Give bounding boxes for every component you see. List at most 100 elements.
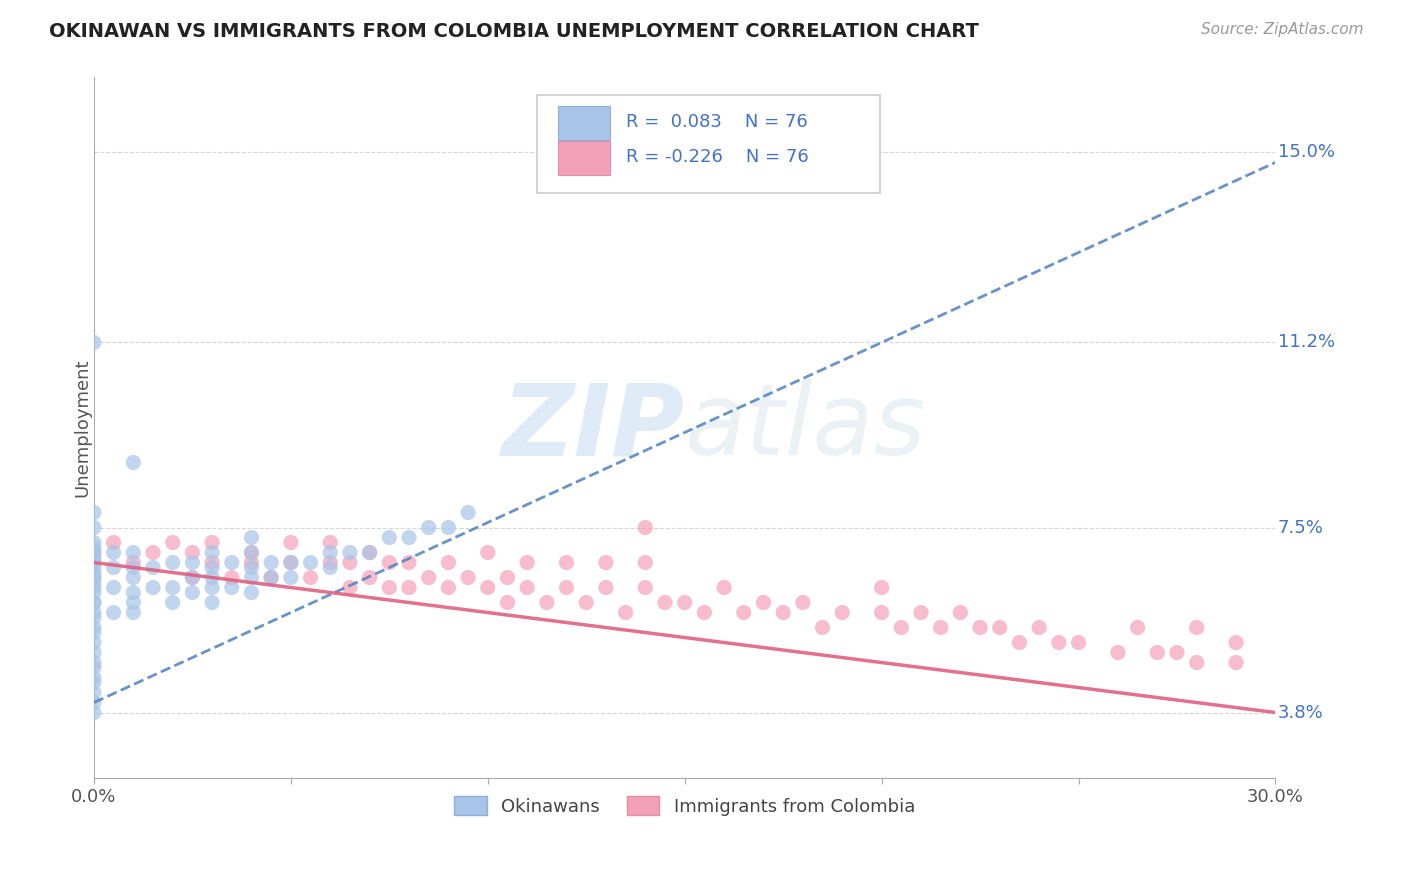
Point bbox=[457, 506, 479, 520]
Point bbox=[890, 621, 912, 635]
Point bbox=[122, 456, 145, 470]
Point bbox=[83, 535, 105, 549]
Point bbox=[201, 560, 224, 574]
Point bbox=[595, 556, 617, 570]
Point bbox=[359, 545, 381, 559]
Point bbox=[122, 585, 145, 599]
Text: R =  0.083    N = 76: R = 0.083 N = 76 bbox=[626, 113, 807, 131]
Point bbox=[83, 570, 105, 584]
Point bbox=[555, 556, 578, 570]
Point bbox=[457, 570, 479, 584]
Point bbox=[83, 560, 105, 574]
Point bbox=[83, 545, 105, 559]
Point bbox=[437, 520, 460, 534]
Point bbox=[378, 556, 401, 570]
Point bbox=[181, 585, 204, 599]
Point bbox=[870, 606, 893, 620]
Point bbox=[437, 581, 460, 595]
Point bbox=[83, 706, 105, 720]
Point bbox=[752, 595, 775, 609]
Point bbox=[201, 595, 224, 609]
Point bbox=[280, 556, 302, 570]
Point bbox=[575, 595, 598, 609]
Point bbox=[83, 550, 105, 565]
Point bbox=[1067, 635, 1090, 649]
Point bbox=[103, 560, 125, 574]
Point bbox=[83, 556, 105, 570]
Point bbox=[437, 556, 460, 570]
Point bbox=[418, 520, 440, 534]
Point bbox=[988, 621, 1011, 635]
FancyBboxPatch shape bbox=[558, 106, 610, 140]
Point bbox=[260, 570, 283, 584]
Point bbox=[614, 606, 637, 620]
Point bbox=[83, 625, 105, 640]
Point bbox=[103, 535, 125, 549]
Point bbox=[240, 545, 263, 559]
Point bbox=[83, 606, 105, 620]
Point bbox=[201, 581, 224, 595]
Text: ZIP: ZIP bbox=[502, 379, 685, 476]
Text: R = -0.226    N = 76: R = -0.226 N = 76 bbox=[626, 148, 808, 166]
FancyBboxPatch shape bbox=[537, 95, 880, 193]
Point bbox=[713, 581, 735, 595]
Point bbox=[910, 606, 932, 620]
Point bbox=[83, 685, 105, 699]
Point bbox=[83, 660, 105, 674]
Point bbox=[339, 581, 361, 595]
Point bbox=[299, 570, 322, 584]
Point bbox=[240, 556, 263, 570]
Point bbox=[83, 696, 105, 710]
Point bbox=[240, 531, 263, 545]
Point bbox=[811, 621, 834, 635]
Point bbox=[122, 606, 145, 620]
Point bbox=[83, 656, 105, 670]
Point bbox=[536, 595, 558, 609]
Point bbox=[319, 545, 342, 559]
Point bbox=[122, 595, 145, 609]
Point bbox=[398, 531, 420, 545]
Legend: Okinawans, Immigrants from Colombia: Okinawans, Immigrants from Colombia bbox=[446, 787, 924, 824]
Point bbox=[240, 560, 263, 574]
Point bbox=[201, 570, 224, 584]
Point bbox=[280, 570, 302, 584]
Point bbox=[83, 520, 105, 534]
Point bbox=[83, 575, 105, 590]
Text: atlas: atlas bbox=[685, 379, 927, 476]
Point bbox=[122, 560, 145, 574]
Point bbox=[181, 556, 204, 570]
Point bbox=[83, 506, 105, 520]
Point bbox=[673, 595, 696, 609]
Point bbox=[240, 570, 263, 584]
Point bbox=[949, 606, 972, 620]
Point bbox=[1185, 656, 1208, 670]
Y-axis label: Unemployment: Unemployment bbox=[75, 359, 91, 497]
Point bbox=[359, 545, 381, 559]
Point bbox=[280, 535, 302, 549]
Point bbox=[398, 556, 420, 570]
Point bbox=[1166, 646, 1188, 660]
Point bbox=[142, 581, 165, 595]
Point bbox=[319, 535, 342, 549]
Point bbox=[201, 556, 224, 570]
Point bbox=[359, 570, 381, 584]
Point bbox=[1146, 646, 1168, 660]
Point bbox=[103, 606, 125, 620]
Point bbox=[103, 545, 125, 559]
Point bbox=[83, 541, 105, 555]
Point bbox=[831, 606, 853, 620]
Point bbox=[83, 556, 105, 570]
Point bbox=[142, 560, 165, 574]
Point bbox=[162, 556, 184, 570]
Point bbox=[634, 581, 657, 595]
Point bbox=[496, 595, 519, 609]
Point bbox=[122, 556, 145, 570]
Point bbox=[83, 610, 105, 624]
Point bbox=[418, 570, 440, 584]
Point bbox=[1008, 635, 1031, 649]
Point bbox=[398, 581, 420, 595]
Point bbox=[83, 566, 105, 580]
Point bbox=[595, 581, 617, 595]
Point bbox=[260, 556, 283, 570]
Point bbox=[260, 570, 283, 584]
